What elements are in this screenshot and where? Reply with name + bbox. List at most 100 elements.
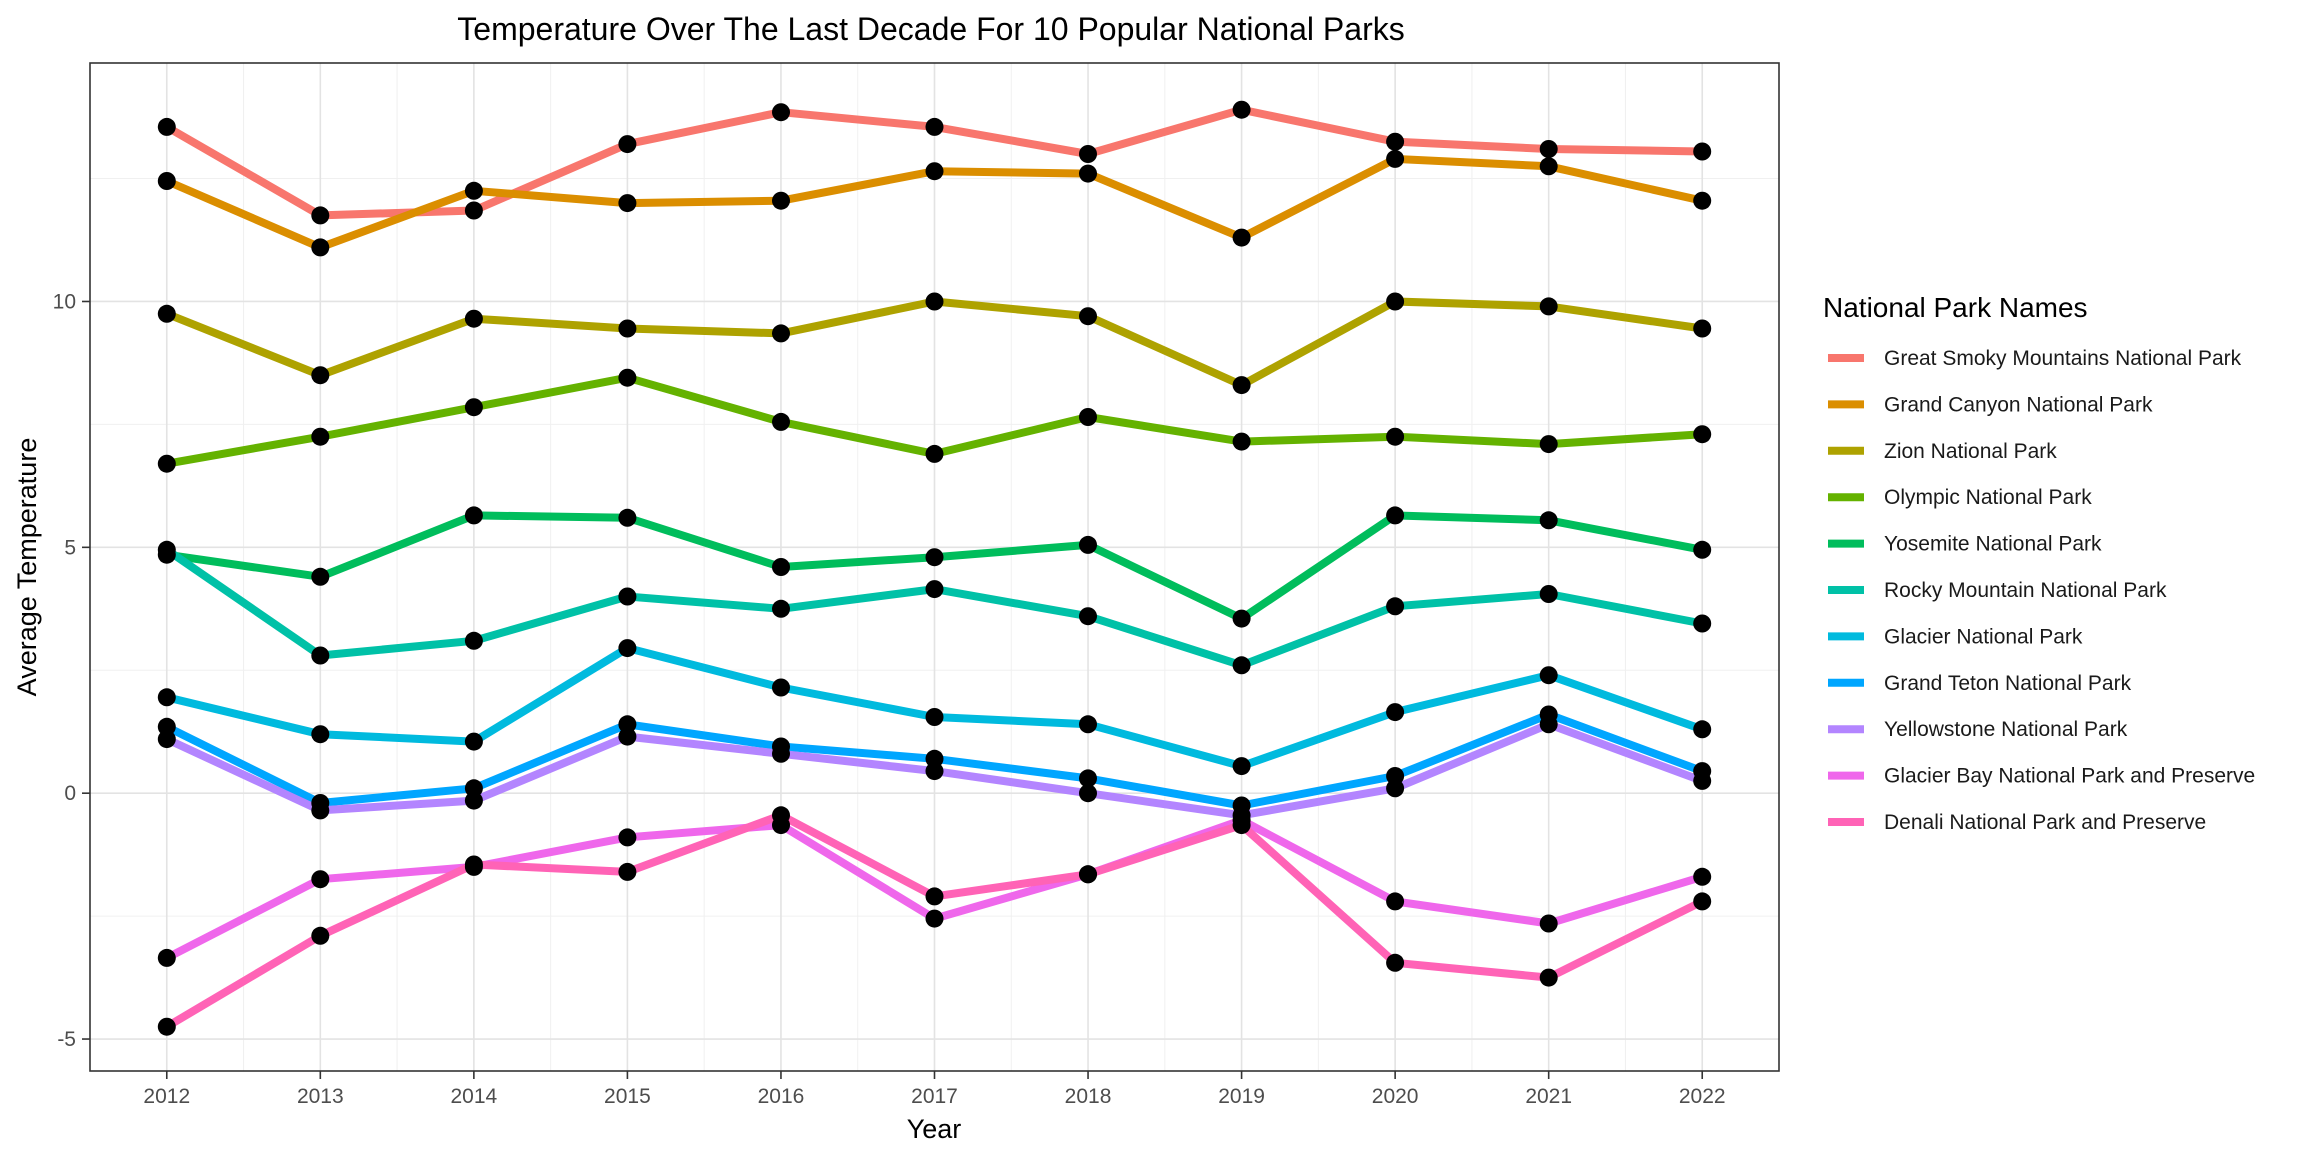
data-point [464,201,483,220]
data-point [618,508,637,527]
data-point [1539,157,1558,176]
legend-label: Yosemite National Park [1884,533,2102,556]
x-axis: 2012 2013 2014 2015 2016 2017 2018 2019 2020 2021… [143,1071,1726,1108]
data-point [925,887,944,906]
data-point [311,567,330,586]
data-point [464,855,483,874]
legend-items: Great Smoky Mountains National Park Grand… [1828,347,2255,834]
data-point [1232,609,1251,628]
data-point [1079,865,1097,884]
x-tick-label: 2014 [451,1085,498,1108]
data-point [1539,914,1558,933]
data-point [1386,506,1405,525]
data-point [925,117,944,136]
data-point [618,862,637,881]
data-point [772,806,790,825]
y-axis: -5 0 5 10 [53,290,90,1051]
data-point [772,678,790,697]
y-tick-label: -5 [57,1028,76,1051]
x-tick-label: 2016 [758,1085,805,1108]
y-axis-title: Average Temperature [12,438,42,697]
legend-label: Rocky Mountain National Park [1884,579,2167,602]
data-point [1386,779,1405,798]
data-point [311,427,330,446]
data-point [157,688,176,707]
x-tick-label: 2021 [1525,1085,1572,1108]
data-point [1539,140,1558,158]
data-point [1539,666,1558,685]
x-axis-title: Year [907,1114,962,1144]
data-point [618,727,637,746]
data-point [157,730,176,749]
data-point [618,319,637,338]
legend-label: Olympic National Park [1884,486,2092,509]
data-point [1386,132,1405,151]
data-point [1539,968,1558,987]
data-point [157,717,176,736]
data-point [311,206,330,225]
data-point [772,324,790,343]
data-point [1386,703,1405,722]
data-point [464,309,483,328]
data-point [1693,191,1712,210]
data-point [1079,408,1097,426]
data-point [925,580,944,599]
data-point [1693,614,1712,633]
data-point [1079,769,1097,788]
data-point [618,368,637,387]
data-point [1693,771,1712,790]
data-point [311,366,330,385]
data-point [1386,953,1405,972]
data-point [925,548,944,567]
data-point [311,238,330,257]
data-point [1693,319,1712,338]
data-point [925,909,944,928]
data-point [464,398,483,417]
data-point [1539,585,1558,603]
x-tick-label: 2020 [1372,1085,1419,1108]
data-point [1693,425,1712,444]
x-tick-label: 2017 [911,1085,958,1108]
data-point [1232,757,1251,776]
data-point [618,828,637,847]
data-point [1232,376,1251,395]
data-point [925,762,944,781]
data-point [157,948,176,967]
data-point [925,708,944,726]
x-tick-label: 2018 [1065,1085,1112,1108]
data-point [1693,892,1712,911]
x-tick-label: 2022 [1679,1085,1726,1108]
data-point [311,870,330,889]
data-point [772,558,790,576]
data-point [157,1017,176,1036]
legend-label: Great Smoky Mountains National Park [1884,347,2242,370]
data-point [925,292,944,311]
data-point [772,412,790,431]
legend-title: National Park Names [1823,292,2088,323]
x-tick-label: 2013 [297,1085,344,1108]
data-point [157,454,176,473]
data-point [1079,307,1097,326]
data-point [157,117,176,136]
data-point [157,304,176,323]
data-point [925,444,944,463]
data-point [1386,427,1405,446]
data-point [618,639,637,658]
data-point [618,715,637,734]
data-point [464,506,483,525]
data-point [1079,145,1097,163]
data-point [311,646,330,665]
data-point [1079,715,1097,734]
data-point [1693,867,1712,886]
legend-label: Grand Teton National Park [1884,672,2132,695]
data-point [1539,297,1558,316]
data-point [772,103,790,122]
legend-label: Denali National Park and Preserve [1884,811,2206,834]
data-point [1079,535,1097,554]
x-tick-label: 2019 [1218,1085,1265,1108]
legend-label: Yellowstone National Park [1884,718,2128,741]
data-point [464,631,483,650]
data-point [1232,228,1251,247]
y-tick-label: 0 [64,782,76,805]
